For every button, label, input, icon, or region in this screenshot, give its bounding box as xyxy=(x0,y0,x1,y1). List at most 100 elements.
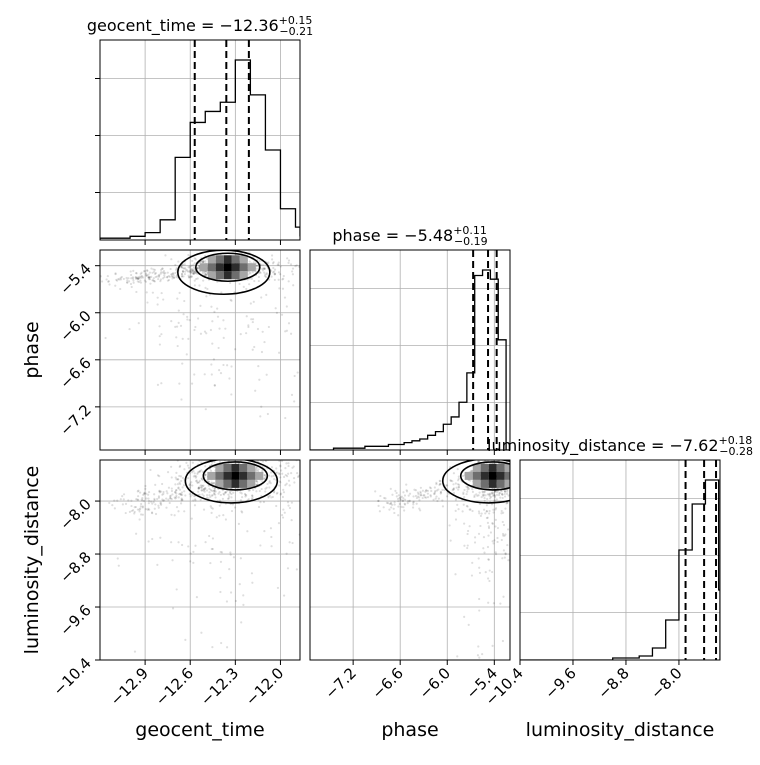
sample-point xyxy=(403,502,406,505)
sample-point xyxy=(195,596,199,599)
sample-point xyxy=(263,340,266,344)
sample-point xyxy=(261,267,264,270)
sample-point xyxy=(194,476,197,479)
sample-point xyxy=(188,486,192,489)
density-cell xyxy=(239,263,248,272)
sample-point xyxy=(158,489,161,492)
sample-point xyxy=(282,488,285,491)
sample-point xyxy=(527,504,529,506)
sample-point xyxy=(172,274,175,277)
density-cell xyxy=(207,263,216,272)
sample-point xyxy=(436,499,439,503)
sample-point xyxy=(530,481,532,483)
sample-point xyxy=(269,471,273,474)
density-cell xyxy=(488,463,497,472)
density-cell xyxy=(231,271,240,280)
sample-point xyxy=(478,656,481,659)
sample-point xyxy=(222,439,224,441)
sample-point xyxy=(136,490,139,493)
sample-point xyxy=(177,541,180,544)
sample-point xyxy=(161,267,164,270)
sample-point xyxy=(227,493,230,496)
sample-point xyxy=(482,494,485,498)
sample-point xyxy=(385,501,389,504)
sample-point xyxy=(122,493,126,496)
sample-point xyxy=(210,443,212,445)
sample-point xyxy=(161,277,165,280)
sample-point xyxy=(200,489,203,492)
sample-point xyxy=(160,268,163,271)
sample-point xyxy=(290,393,294,396)
sample-point xyxy=(482,536,486,539)
sample-point xyxy=(224,491,227,494)
sample-point xyxy=(255,447,257,449)
sample-point xyxy=(147,276,151,279)
sample-point xyxy=(412,495,415,498)
sample-point xyxy=(192,550,195,553)
sample-point xyxy=(293,374,296,378)
title-luminosity_distance: luminosity_distance = −7.62+0.18 −0.28 xyxy=(487,434,753,458)
sample-point xyxy=(174,476,177,479)
sample-point xyxy=(250,572,254,575)
sample-point xyxy=(122,498,125,501)
sample-point xyxy=(260,405,263,408)
sample-point xyxy=(178,465,181,469)
sample-point xyxy=(273,490,276,493)
sample-point xyxy=(497,493,501,497)
sample-point xyxy=(470,470,473,473)
sample-point xyxy=(483,490,486,493)
sample-point xyxy=(506,543,509,547)
sample-point xyxy=(374,504,376,506)
sample-point xyxy=(200,486,203,489)
sample-point xyxy=(256,480,259,484)
sample-point xyxy=(143,491,146,494)
sample-point xyxy=(388,502,391,505)
sample-point xyxy=(473,536,477,539)
sample-point xyxy=(317,581,319,583)
title-text-phase: phase = −5.48+0.11 −0.19 xyxy=(332,224,487,248)
sample-point xyxy=(186,270,190,273)
density-cell xyxy=(480,479,489,488)
sample-point xyxy=(291,466,294,469)
sample-point xyxy=(178,382,181,385)
sample-point xyxy=(498,492,501,495)
sample-point xyxy=(288,506,292,510)
sample-point xyxy=(256,469,259,472)
sample-point xyxy=(318,333,320,335)
sample-point xyxy=(204,487,207,490)
sample-point xyxy=(295,264,298,267)
sample-point xyxy=(397,500,400,503)
sample-point xyxy=(466,529,470,533)
sample-point xyxy=(268,481,271,484)
xtick-label-phase-1: −6.6 xyxy=(369,664,407,702)
sample-point xyxy=(496,455,498,457)
sample-point xyxy=(420,494,423,497)
sample-point xyxy=(484,457,486,459)
sample-point xyxy=(276,491,279,494)
sample-point xyxy=(396,497,400,501)
sample-point xyxy=(493,494,496,497)
sample-point xyxy=(473,495,476,499)
sample-point xyxy=(491,570,494,574)
sample-point xyxy=(394,489,397,492)
sample-point xyxy=(146,301,149,304)
sample-point xyxy=(182,484,186,487)
sample-point xyxy=(257,365,260,368)
sample-point xyxy=(272,266,275,270)
sample-point xyxy=(306,287,308,289)
sample-point xyxy=(208,493,211,497)
sample-point xyxy=(193,257,196,260)
sample-point xyxy=(263,275,267,278)
sample-point xyxy=(374,490,377,493)
sample-point xyxy=(502,549,506,552)
sample-point xyxy=(511,551,513,553)
sample-point xyxy=(119,278,123,281)
sample-point xyxy=(213,492,216,496)
sample-point xyxy=(152,501,155,504)
sample-point xyxy=(423,494,426,497)
sample-point xyxy=(180,273,184,276)
sample-point xyxy=(236,445,238,447)
sample-point xyxy=(486,521,490,525)
sample-point xyxy=(287,259,291,262)
sample-point xyxy=(456,655,459,658)
